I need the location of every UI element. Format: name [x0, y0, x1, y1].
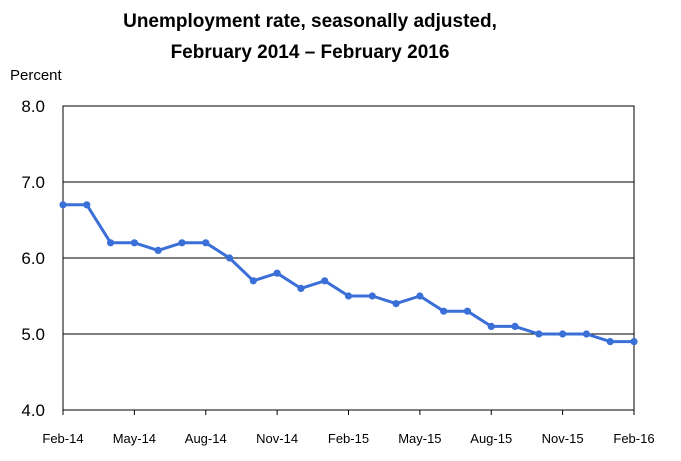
y-axis-title: Percent: [10, 67, 63, 84]
data-point: [440, 307, 448, 315]
y-tick-label: 7.0: [21, 173, 45, 192]
y-tick-label: 6.0: [21, 249, 45, 268]
x-tick-label: May-14: [113, 431, 156, 446]
x-tick-label: Feb-16: [613, 431, 654, 446]
x-axis-ticks: Feb-14 May-14 Aug-14 Nov-14 Feb-15 May-15 Aug-…: [42, 410, 655, 446]
data-point: [463, 307, 472, 315]
x-tick-label: Feb-14: [42, 431, 83, 446]
data-point: [273, 269, 281, 277]
y-axis-ticks: 4.0 5.0 6.0 7.0 8.0: [21, 97, 45, 420]
data-point: [559, 330, 567, 338]
series-unemployment-rate: [59, 201, 638, 346]
x-tick-label: Nov-15: [542, 431, 584, 446]
data-point: [178, 239, 186, 247]
data-point: [202, 239, 210, 247]
data-point: [83, 201, 91, 209]
chart-title-line2: February 2014 – February 2016: [170, 42, 450, 63]
series-line: [63, 203, 634, 344]
y-tick-label: 4.0: [21, 401, 45, 420]
data-point: [392, 300, 400, 308]
data-point: [606, 338, 614, 346]
y-tick-label: 8.0: [21, 97, 45, 116]
chart-title: Unemployment rate, seasonally adjusted, …: [0, 6, 620, 68]
data-point: [416, 292, 424, 300]
data-point: [249, 277, 257, 285]
data-point: [130, 239, 138, 247]
x-tick-label: Nov-14: [256, 431, 298, 446]
data-point: [630, 338, 638, 346]
data-point: [535, 330, 543, 338]
data-point: [106, 239, 115, 247]
data-point: [368, 292, 376, 300]
data-point: [582, 330, 591, 338]
chart-title-line1: Unemployment rate, seasonally adjusted,: [123, 11, 497, 32]
y-tick-label: 5.0: [21, 325, 45, 344]
data-point: [344, 292, 353, 300]
data-point: [59, 201, 67, 209]
data-point: [154, 246, 162, 254]
data-point: [225, 254, 234, 262]
data-point: [297, 284, 305, 292]
x-tick-label: Aug-15: [470, 431, 512, 446]
data-point: [487, 322, 495, 330]
data-point: [321, 277, 329, 285]
x-tick-label: Feb-15: [328, 431, 369, 446]
data-point: [511, 322, 519, 330]
x-tick-label: Aug-14: [185, 431, 227, 446]
x-tick-label: May-15: [398, 431, 441, 446]
gridlines: [63, 105, 634, 411]
